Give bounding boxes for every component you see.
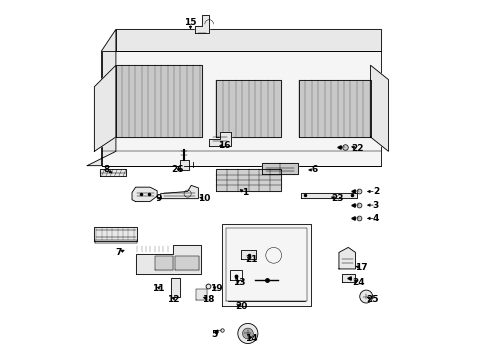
Polygon shape [339, 247, 355, 269]
Polygon shape [116, 30, 381, 51]
Text: 25: 25 [366, 294, 379, 303]
Text: 5: 5 [211, 330, 218, 339]
Text: 24: 24 [353, 278, 366, 287]
Polygon shape [209, 132, 231, 146]
Text: 8: 8 [104, 166, 110, 175]
Polygon shape [262, 163, 298, 174]
Polygon shape [95, 240, 137, 243]
Polygon shape [132, 187, 157, 202]
Text: 1: 1 [242, 188, 248, 197]
Polygon shape [101, 51, 381, 166]
Text: 13: 13 [233, 278, 246, 287]
Text: 10: 10 [197, 194, 210, 203]
Polygon shape [216, 169, 281, 191]
Circle shape [360, 290, 373, 303]
Polygon shape [300, 193, 357, 198]
Polygon shape [216, 80, 281, 137]
Polygon shape [195, 15, 209, 33]
Polygon shape [342, 274, 355, 282]
Text: 2: 2 [373, 187, 379, 196]
Text: 7: 7 [116, 248, 122, 257]
Polygon shape [95, 65, 116, 151]
Circle shape [238, 323, 258, 343]
Polygon shape [180, 160, 190, 170]
Text: 4: 4 [373, 214, 379, 223]
Text: 6: 6 [312, 166, 318, 175]
Text: 11: 11 [152, 284, 165, 293]
Text: 9: 9 [155, 194, 161, 203]
Circle shape [243, 328, 253, 339]
Text: 3: 3 [373, 201, 379, 210]
Text: 14: 14 [245, 334, 258, 343]
Polygon shape [87, 30, 116, 166]
Polygon shape [196, 289, 207, 300]
Polygon shape [116, 65, 202, 137]
Polygon shape [299, 80, 370, 137]
Text: 20: 20 [235, 302, 247, 311]
Text: 17: 17 [355, 264, 368, 273]
Text: 16: 16 [218, 141, 230, 150]
Polygon shape [155, 256, 172, 270]
Polygon shape [100, 169, 126, 176]
Polygon shape [221, 224, 311, 306]
Text: 22: 22 [352, 144, 364, 153]
Text: 18: 18 [202, 294, 215, 303]
Polygon shape [230, 270, 242, 280]
Text: 19: 19 [210, 284, 222, 293]
Polygon shape [161, 185, 198, 199]
Polygon shape [95, 227, 137, 241]
Text: 21: 21 [245, 255, 258, 264]
Text: 12: 12 [167, 294, 179, 303]
Polygon shape [172, 278, 180, 297]
Text: 23: 23 [331, 194, 344, 203]
Text: 26: 26 [172, 166, 184, 175]
Polygon shape [242, 250, 256, 259]
Polygon shape [370, 65, 389, 151]
Polygon shape [175, 256, 199, 270]
Polygon shape [136, 245, 201, 274]
Text: 15: 15 [184, 18, 197, 27]
